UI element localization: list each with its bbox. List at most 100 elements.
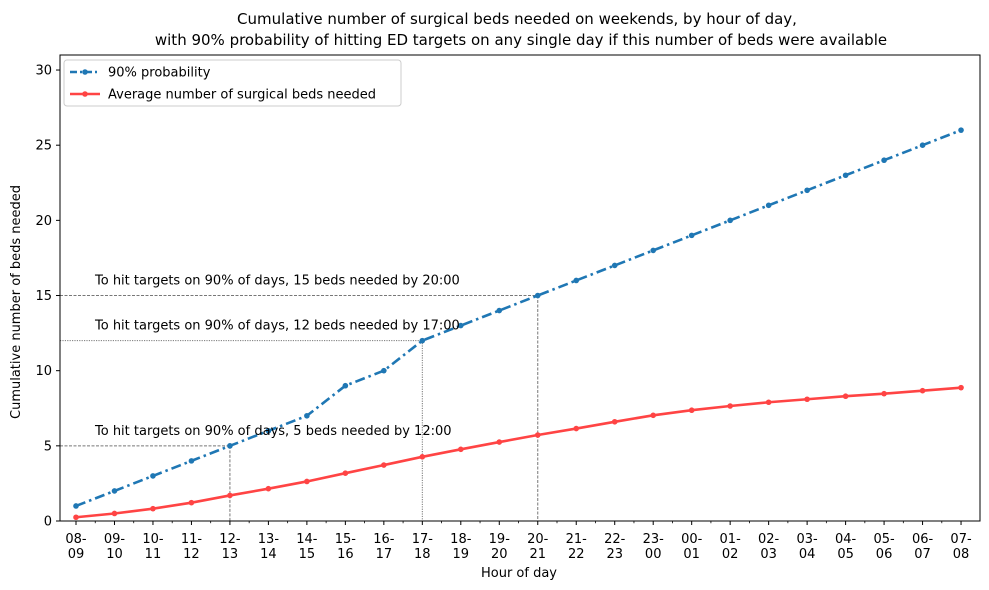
x-tick-label: 15- xyxy=(335,532,357,547)
x-tick-label: 07 xyxy=(914,547,931,562)
data-point-series-1 xyxy=(804,187,810,194)
data-point-series-2 xyxy=(227,492,233,499)
data-point-series-1 xyxy=(765,202,772,209)
data-point-series-1 xyxy=(650,247,656,254)
x-tick-label: 20- xyxy=(527,532,549,547)
legend-marker-series-1 xyxy=(82,69,88,75)
reference-lines xyxy=(60,295,539,521)
data-point-series-1 xyxy=(842,172,849,179)
data-point-series-1 xyxy=(342,382,349,389)
data-point-series-1 xyxy=(534,292,541,299)
x-tick-label: 17 xyxy=(376,547,393,562)
x-tick-label: 18- xyxy=(450,532,472,547)
data-point-series-2 xyxy=(534,432,541,438)
data-point-series-1 xyxy=(881,157,887,164)
series-layer xyxy=(73,127,964,521)
y-tick-label: 0 xyxy=(44,515,52,530)
chart-title-line-1: Cumulative number of surgical beds neede… xyxy=(237,10,797,28)
x-tick-label: 01 xyxy=(683,547,700,562)
data-point-series-2 xyxy=(573,425,580,432)
x-tick-label: 03 xyxy=(760,547,777,562)
x-tick-label: 02 xyxy=(722,547,739,562)
series-line-1 xyxy=(75,128,962,508)
x-tick-label: 06- xyxy=(912,532,934,547)
x-tick-label: 22 xyxy=(568,547,585,562)
data-point-series-2 xyxy=(496,439,503,445)
x-tick-label: 14- xyxy=(296,532,318,547)
x-tick-label: 21 xyxy=(529,547,546,562)
x-tick-label: 23 xyxy=(606,547,623,562)
x-axis-label: Hour of day xyxy=(481,566,557,581)
x-tick-label: 10- xyxy=(142,532,164,547)
y-tick-label: 15 xyxy=(35,289,52,304)
annotation-text: To hit targets on 90% of days, 5 beds ne… xyxy=(94,424,452,439)
legend-label-series-2: Average number of surgical beds needed xyxy=(108,88,376,103)
legend-label-series-1: 90% probability xyxy=(108,66,211,81)
x-tick-label: 12- xyxy=(219,532,241,547)
x-tick-label: 11- xyxy=(181,532,203,547)
x-tick-label: 07- xyxy=(950,532,972,547)
data-point-series-2 xyxy=(111,510,118,517)
x-tick-label: 00- xyxy=(681,532,703,547)
x-tick-label: 06 xyxy=(876,547,893,562)
data-point-series-1 xyxy=(150,473,156,479)
data-point-series-2 xyxy=(458,446,464,453)
x-tick-label: 08- xyxy=(65,532,87,547)
x-tick-label: 19- xyxy=(489,532,511,547)
x-tick-label: 11 xyxy=(145,547,162,562)
data-point-series-1 xyxy=(227,443,233,449)
series-line-2 xyxy=(75,386,962,519)
data-point-series-1 xyxy=(727,217,733,224)
x-tick-label: 02- xyxy=(758,532,780,547)
data-point-series-2 xyxy=(727,403,733,409)
data-point-series-1 xyxy=(611,262,618,269)
chart-title-line-2: with 90% probability of hitting ED targe… xyxy=(155,31,887,49)
x-tick-label: 15 xyxy=(299,547,316,562)
data-point-series-1 xyxy=(188,458,195,464)
x-tick-label: 13- xyxy=(258,532,280,547)
x-tick-label: 16- xyxy=(373,532,395,547)
data-point-series-2 xyxy=(611,418,618,425)
y-tick-label: 25 xyxy=(35,139,52,154)
x-axis: 08-0909-1010-1111-1212-1313-1414-1515-16… xyxy=(65,521,972,562)
data-point-series-1 xyxy=(919,142,926,148)
data-point-series-2 xyxy=(188,499,195,506)
data-point-series-1 xyxy=(265,428,272,434)
data-point-series-1 xyxy=(458,322,464,329)
x-tick-label: 05 xyxy=(837,547,854,562)
x-tick-label: 09- xyxy=(104,532,126,547)
data-point-series-1 xyxy=(573,277,580,284)
x-tick-label: 01- xyxy=(720,532,742,547)
data-point-series-2 xyxy=(688,407,695,414)
data-point-series-1 xyxy=(688,232,695,239)
y-axis: 0 5 10 15 20 25 30 xyxy=(35,64,60,530)
x-tick-label: 03- xyxy=(797,532,819,547)
data-point-series-2 xyxy=(342,470,349,476)
x-tick-label: 10 xyxy=(106,547,123,562)
x-tick-label: 04- xyxy=(835,532,857,547)
data-point-series-2 xyxy=(150,505,156,512)
data-point-series-2 xyxy=(765,399,772,406)
legend: 90% probability Average number of surgica… xyxy=(63,59,402,107)
x-tick-label: 12 xyxy=(183,547,200,562)
plot-area xyxy=(59,54,981,522)
annotation-text: To hit targets on 90% of days, 12 beds n… xyxy=(94,319,460,334)
data-point-series-1 xyxy=(958,127,964,133)
data-point-series-2 xyxy=(919,387,926,394)
data-point-series-2 xyxy=(73,514,79,521)
x-tick-label: 00 xyxy=(645,547,662,562)
legend-box xyxy=(63,59,402,107)
x-tick-label: 05- xyxy=(873,532,895,547)
x-tick-label: 21- xyxy=(566,532,588,547)
data-point-series-2 xyxy=(304,478,310,485)
x-tick-label: 23- xyxy=(643,532,665,547)
data-point-series-1 xyxy=(304,412,310,419)
data-point-series-1 xyxy=(381,367,387,374)
x-tick-label: 18 xyxy=(414,547,431,562)
data-point-series-2 xyxy=(842,393,849,400)
x-tick-label: 04 xyxy=(799,547,816,562)
data-point-series-2 xyxy=(419,454,426,460)
x-tick-label: 20 xyxy=(491,547,508,562)
data-point-series-2 xyxy=(881,390,887,397)
